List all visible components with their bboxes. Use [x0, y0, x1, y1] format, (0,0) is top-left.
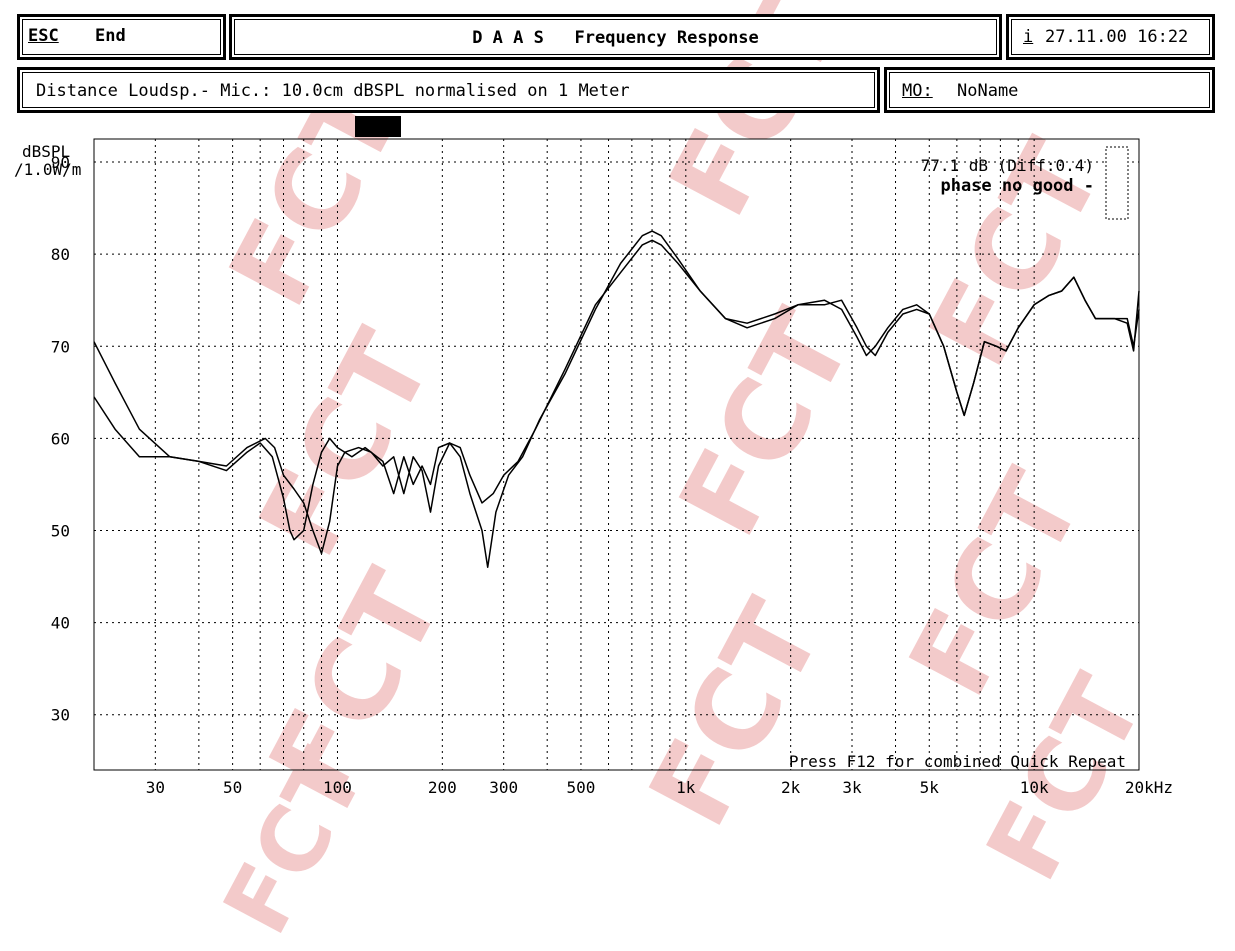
footer-hint: Press F12 for combined Quick Repeat	[789, 752, 1126, 771]
y-tick-label: 40	[51, 614, 70, 633]
phase-warning: phase no good -	[940, 176, 1094, 196]
y-tick-label: 70	[51, 337, 70, 356]
datetime-panel: i 27.11.00 16:22	[1006, 14, 1215, 60]
end-button[interactable]: End	[95, 26, 126, 46]
distance-panel: Distance Loudsp.- Mic.: 10.0cm dBSPL nor…	[17, 67, 880, 113]
x-tick-label: 2k	[781, 778, 801, 797]
response-curve-2	[93, 239, 1140, 555]
info-button[interactable]: i	[1023, 27, 1034, 47]
mo-key[interactable]: MO:	[902, 81, 933, 101]
series-layer	[93, 230, 1140, 569]
x-tick-label: 30	[146, 778, 165, 797]
y-tick-label: 80	[51, 245, 70, 264]
level-annotation: 77.1 dB (Diff:0.4)	[921, 156, 1094, 175]
esc-end-panel: ESC End	[17, 14, 226, 60]
scroll-indicator[interactable]	[1105, 146, 1129, 220]
frequency-response-chart: 30 40 50 60 70 80 90 30 50 100 200 300 500 1k 2k 3k 5k 1…	[14, 138, 1173, 797]
chart-grid	[94, 139, 1139, 770]
cursor-marker[interactable]	[355, 116, 401, 137]
x-tick-label: 5k	[920, 778, 940, 797]
x-tick-label: 500	[566, 778, 595, 797]
x-tick-label: 1k	[676, 778, 696, 797]
esc-button[interactable]: ESC	[28, 26, 59, 46]
y-tick-label: 30	[51, 706, 70, 725]
distance-text: Distance Loudsp.- Mic.: 10.0cm dBSPL nor…	[36, 81, 630, 101]
response-curve-1	[93, 230, 1140, 569]
y-tick-label: 50	[51, 521, 70, 540]
datetime-label: 27.11.00 16:22	[1045, 27, 1189, 47]
y-tick-label: 60	[51, 429, 70, 448]
mo-panel: MO: NoName	[884, 67, 1215, 113]
x-tick-label: 100	[323, 778, 352, 797]
x-tick-label: 20kHz	[1125, 778, 1173, 797]
y-tick-labels: 30 40 50 60 70 80 90	[51, 153, 70, 725]
plot-frame	[93, 138, 1140, 771]
x-tick-label: 50	[223, 778, 242, 797]
y-tick-label: 90	[51, 153, 70, 172]
title-panel: D A A S Frequency Response	[229, 14, 1002, 60]
y-axis-label-line1: dBSPL	[22, 142, 70, 161]
x-tick-label: 10k	[1020, 778, 1049, 797]
x-tick-labels: 30 50 100 200 300 500 1k 2k 3k 5k 10k 20kHz	[146, 778, 1173, 797]
x-tick-label: 3k	[842, 778, 862, 797]
x-tick-label: 300	[489, 778, 518, 797]
y-axis-label-line2: /1.0W/m	[14, 160, 81, 179]
page-title: D A A S Frequency Response	[472, 28, 759, 48]
mo-value: NoName	[957, 81, 1019, 101]
x-tick-label: 200	[428, 778, 457, 797]
